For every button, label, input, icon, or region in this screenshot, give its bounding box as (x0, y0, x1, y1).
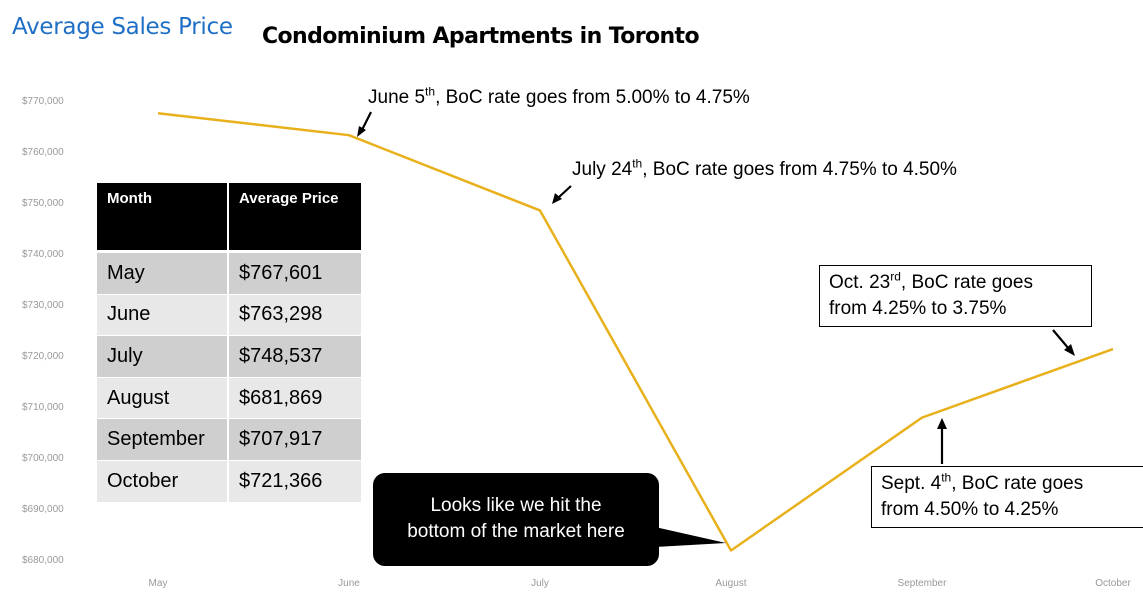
cell-month: September (97, 419, 229, 461)
y-axis: $680,000 $690,000 $700,000 $710,000 $720,000… (22, 96, 64, 566)
x-tick-label: May (149, 578, 168, 589)
callout-line-1: Looks like we hit the (430, 495, 602, 516)
cell-price: $707,917 (229, 419, 361, 461)
brand-title: Average Sales Price (12, 14, 233, 40)
header-month: Month (97, 183, 229, 253)
arrow-oct-head (1064, 344, 1075, 356)
y-tick-label: $770,000 (22, 96, 64, 107)
x-tick-label: June (338, 578, 360, 589)
cell-month: June (97, 294, 229, 337)
table-row: August $681,869 (97, 377, 361, 420)
cell-month: July (97, 336, 229, 378)
y-tick-label: $750,000 (22, 198, 64, 209)
y-tick-label: $710,000 (22, 402, 64, 413)
table-header-row: Month Average Price (97, 183, 361, 253)
arrow-oct (1052, 329, 1070, 350)
table-row: July $748,537 (97, 336, 361, 378)
y-tick-label: $730,000 (22, 300, 64, 311)
y-tick-label: $680,000 (22, 555, 64, 566)
x-axis: May June July August September October (149, 578, 1132, 589)
annotation-arrows (357, 111, 1075, 464)
chart-title: Condominium Apartments in Toronto (262, 24, 700, 49)
price-series-line (157, 111, 1114, 552)
cell-month: August (97, 377, 229, 420)
y-tick-label: $690,000 (22, 504, 64, 515)
header-average-price: Average Price (229, 183, 361, 253)
y-tick-label: $760,000 (22, 147, 64, 158)
x-tick-label: September (898, 578, 948, 589)
arrow-sept-head (937, 418, 947, 429)
arrow-july-head (552, 193, 562, 204)
price-table: Month Average Price May $767,601 June $763… (97, 183, 361, 503)
table-row: September $707,917 (97, 419, 361, 461)
annotation-june: June 5th, BoC rate goes from 5.00% to 4.… (368, 84, 750, 108)
bottom-market-callout: Looks like we hit the bottom of the mark… (373, 473, 659, 566)
table-row: June $763,298 (97, 294, 361, 337)
cell-month: October (97, 460, 229, 503)
cell-month: May (97, 253, 229, 295)
annotation-july: July 24th, BoC rate goes from 4.75% to 4… (572, 156, 957, 180)
annotation-oct: Oct. 23rd, BoC rate goes from 4.25% to 3.… (819, 265, 1092, 327)
x-tick-label: October (1095, 578, 1131, 589)
table-row: October $721,366 (97, 460, 361, 503)
arrow-july (558, 185, 572, 198)
x-tick-label: July (531, 578, 549, 589)
annotation-sept: Sept. 4th, BoC rate goes from 4.50% to 4.… (871, 466, 1143, 528)
arrow-june (361, 111, 372, 131)
callout-line-2: bottom of the market here (407, 521, 625, 542)
cell-price: $681,869 (229, 377, 361, 420)
y-tick-label: $720,000 (22, 351, 64, 362)
table-row: May $767,601 (97, 253, 361, 295)
cell-price: $721,366 (229, 460, 361, 503)
cell-price: $763,298 (229, 294, 361, 337)
callout-pointer (655, 527, 726, 547)
y-tick-label: $740,000 (22, 249, 64, 260)
cell-price: $767,601 (229, 253, 361, 295)
y-tick-label: $700,000 (22, 453, 64, 464)
cell-price: $748,537 (229, 336, 361, 378)
arrow-june-head (357, 126, 366, 137)
x-tick-label: August (715, 578, 746, 589)
